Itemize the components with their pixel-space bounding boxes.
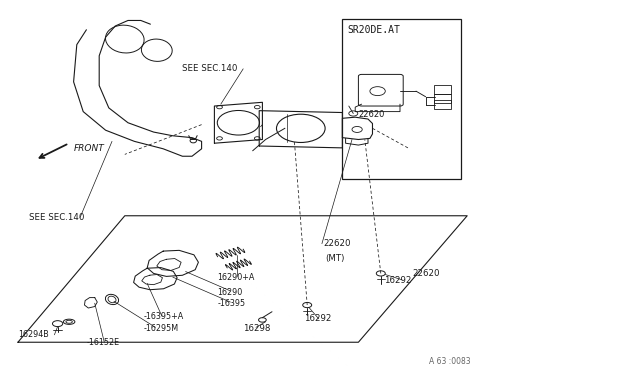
Text: 16292: 16292 (384, 276, 412, 285)
Text: A 63 :0083: A 63 :0083 (429, 357, 470, 366)
Text: 16292: 16292 (304, 314, 332, 323)
Text: 22620: 22620 (358, 110, 385, 119)
Text: -16152E: -16152E (86, 339, 120, 347)
Text: -16395: -16395 (218, 299, 246, 308)
Text: 22620: 22620 (413, 269, 440, 278)
Text: 16290+A: 16290+A (218, 273, 255, 282)
Text: 16294B: 16294B (18, 330, 49, 339)
Text: SEE SEC.140: SEE SEC.140 (29, 213, 84, 222)
Bar (342, 19, 461, 179)
Text: SEE SEC.140: SEE SEC.140 (182, 64, 238, 73)
Text: 22620: 22620 (323, 239, 351, 248)
Text: 16298: 16298 (243, 324, 271, 333)
Text: -16395+A: -16395+A (144, 312, 184, 321)
Text: SR20DE.AT: SR20DE.AT (348, 25, 401, 35)
Text: FRONT: FRONT (74, 144, 104, 153)
Text: (MT): (MT) (325, 254, 344, 263)
Text: -16295M: -16295M (144, 324, 179, 333)
Text: 16290: 16290 (218, 288, 243, 296)
